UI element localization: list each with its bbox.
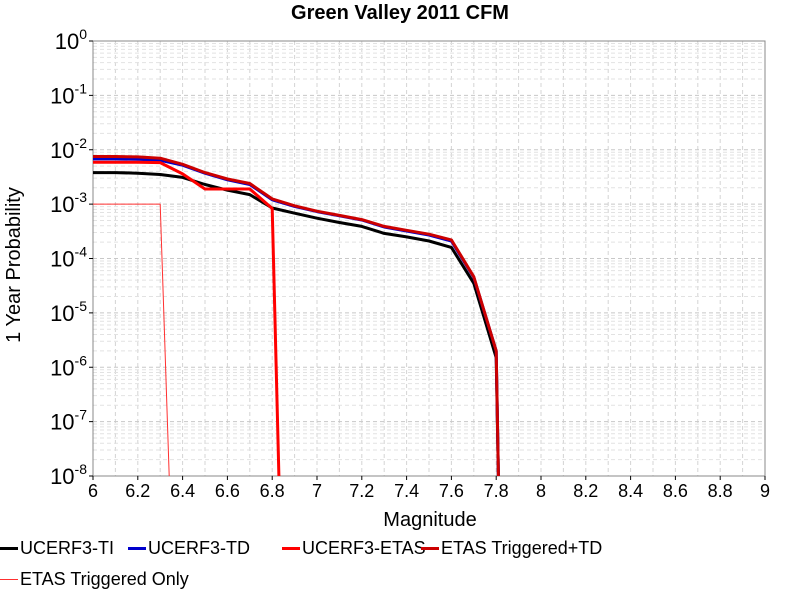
legend-swatch bbox=[128, 547, 146, 550]
chart: 6 6.2 6.4 6.6 6.8 7 7.2 7.4 7.6 7.8 8 8.2 8.4 8.6 8.8 9… bbox=[3, 2, 770, 531]
legend-item: ETAS Triggered+TD bbox=[421, 538, 602, 559]
x-tick-label: 7.4 bbox=[394, 481, 419, 501]
y-axis-label: 1 Year Probability bbox=[3, 187, 25, 343]
y-tick-label: 10-1 bbox=[50, 80, 87, 108]
x-tick-label: 7.8 bbox=[484, 481, 509, 501]
x-axis-ticks: 6 6.2 6.4 6.6 6.8 7 7.2 7.4 7.6 7.8 8 8.2 8.4 8.6 8.8 9 bbox=[88, 476, 770, 501]
y-tick-label: 100 bbox=[55, 26, 87, 54]
y-tick-label: 10-2 bbox=[50, 135, 87, 163]
y-axis-ticks: 100 10-1 10-2 10-3 10-4 10-5 10-6 10-7 10-8 bbox=[50, 26, 93, 489]
x-tick-label: 8.4 bbox=[618, 481, 643, 501]
chart-title: Green Valley 2011 CFM bbox=[291, 2, 509, 24]
x-tick-label: 6.6 bbox=[215, 481, 240, 501]
legend-label: ETAS Triggered Only bbox=[20, 569, 189, 589]
legend-item: ETAS Triggered Only bbox=[0, 569, 189, 590]
legend-label: UCERF3-TD bbox=[148, 538, 250, 558]
y-tick-label: 10-6 bbox=[50, 352, 87, 380]
x-tick-label: 6 bbox=[88, 481, 98, 501]
legend-swatch bbox=[0, 579, 18, 580]
x-tick-label: 9 bbox=[760, 481, 770, 501]
grid bbox=[92, 41, 766, 477]
y-tick-label: 10-5 bbox=[50, 298, 87, 326]
legend-swatch bbox=[282, 547, 300, 550]
x-tick-label: 6.2 bbox=[125, 481, 150, 501]
x-tick-label: 7.6 bbox=[439, 481, 464, 501]
series-line-0 bbox=[93, 171, 500, 477]
legend-label: UCERF3-TI bbox=[20, 538, 114, 558]
legend-label: UCERF3-ETAS bbox=[302, 538, 426, 558]
x-tick-label: 7.2 bbox=[349, 481, 374, 501]
x-tick-label: 6.4 bbox=[170, 481, 195, 501]
legend-item: UCERF3-ETAS bbox=[282, 538, 426, 559]
series-layer bbox=[93, 155, 500, 477]
legend-item: UCERF3-TD bbox=[128, 538, 250, 559]
y-tick-label: 10-8 bbox=[50, 461, 87, 489]
series-line-4 bbox=[93, 203, 170, 477]
series-line-3 bbox=[93, 155, 500, 477]
series-line-2 bbox=[93, 160, 281, 477]
x-axis-label: Magnitude bbox=[383, 509, 476, 531]
x-tick-label: 7 bbox=[312, 481, 322, 501]
x-tick-label: 8.6 bbox=[663, 481, 688, 501]
y-tick-label: 10-3 bbox=[50, 189, 87, 217]
x-tick-label: 8.2 bbox=[573, 481, 598, 501]
x-tick-label: 8 bbox=[536, 481, 546, 501]
legend-item: UCERF3-TI bbox=[0, 538, 114, 559]
legend-label: ETAS Triggered+TD bbox=[441, 538, 603, 558]
x-tick-label: 8.8 bbox=[708, 481, 733, 501]
legend: UCERF3-TI UCERF3-TD UCERF3-ETAS ETAS Trigge… bbox=[0, 538, 800, 600]
y-tick-label: 10-4 bbox=[50, 244, 87, 272]
legend-swatch bbox=[0, 547, 18, 550]
x-tick-label: 6.8 bbox=[260, 481, 285, 501]
y-tick-label: 10-7 bbox=[50, 407, 87, 435]
legend-swatch bbox=[421, 547, 439, 550]
